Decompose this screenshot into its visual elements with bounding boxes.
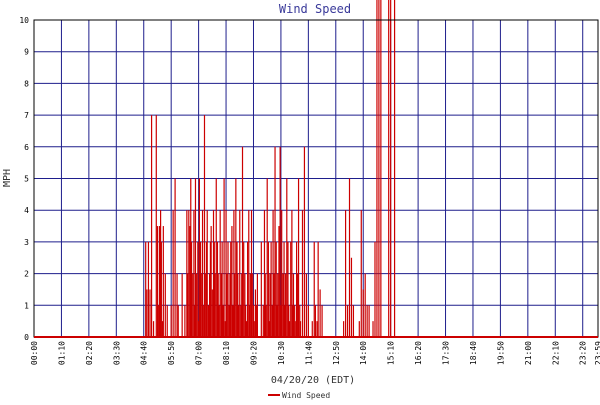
x-tick-label: 11:40 [304,341,313,365]
x-tick-label: 23:59 [594,341,600,365]
bars-layer [145,0,396,337]
x-tick-label: 22:10 [551,341,560,365]
x-tick-label: 12:50 [332,341,341,365]
x-tick-label: 14:00 [359,341,368,365]
x-tick-label: 19:50 [496,341,505,365]
y-tick-label: 2 [24,270,29,279]
x-axis-label: 04/20/20 (EDT) [271,375,355,386]
y-tick-label: 0 [24,333,29,342]
x-tick-label: 17:30 [442,341,451,365]
y-tick-label: 3 [24,238,29,247]
grid-layer [33,19,599,338]
x-tick-label: 04:40 [140,341,149,365]
x-tick-label: 10:30 [277,341,286,365]
x-tick-label: 18:40 [469,341,478,365]
chart-title: Wind Speed [279,2,351,16]
x-tick-label: 09:20 [249,341,258,365]
x-tick-label: 02:20 [85,341,94,365]
x-tick-label: 21:00 [524,341,533,365]
y-tick-label: 6 [24,143,29,152]
x-tick-label: 08:10 [222,341,231,365]
x-tick-label: 01:10 [57,341,66,365]
x-tick-label: 05:50 [167,341,176,365]
x-tick-label: 07:00 [195,341,204,365]
x-tick-label: 03:30 [112,341,121,365]
legend-label: Wind Speed [282,391,330,400]
x-tick-label: 23:20 [579,341,588,365]
x-tick-label: 00:00 [30,341,39,365]
plot-frame [33,19,599,338]
y-axis-label: MPH [2,169,13,187]
x-tick-label: 16:20 [414,341,423,365]
y-tick-label: 4 [24,206,29,215]
y-tick-label: 9 [24,48,29,57]
x-tick-label: 15:10 [387,341,396,365]
y-tick-label: 7 [24,111,29,120]
y-tick-label: 1 [24,301,29,310]
legend: Wind Speed [268,391,330,400]
x-tick-labels: 00:00 01:10 02:20 03:30 04:40 05:50 07:00 08:10… [30,341,600,365]
y-tick-label: 10 [19,16,29,25]
y-tick-label: 8 [24,79,29,88]
y-tick-label: 5 [24,175,29,184]
y-tick-labels: 0 1 2 3 4 5 6 7 8 9 10 [19,16,29,342]
